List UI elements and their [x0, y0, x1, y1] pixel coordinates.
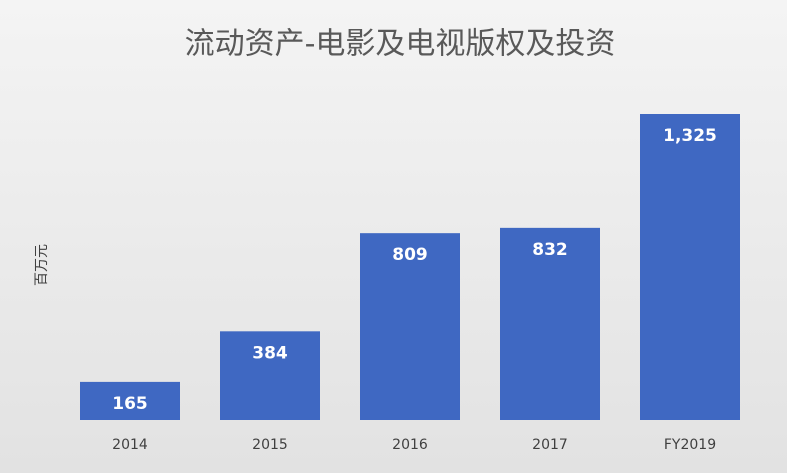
data-label: 809: [392, 245, 428, 265]
bar: [500, 227, 600, 420]
x-tick-label: 2016: [392, 437, 428, 453]
chart-title: 流动资产-电影及电视版权及投资: [185, 27, 616, 62]
data-label: 165: [112, 394, 148, 414]
data-label: 1,325: [663, 126, 717, 146]
x-tick-label: 2015: [252, 437, 288, 453]
bar: [220, 331, 320, 420]
data-label: 832: [532, 240, 568, 260]
x-tick-label: 2014: [112, 437, 148, 453]
y-axis-label: 百万元: [34, 244, 50, 286]
bar: [80, 381, 180, 420]
bar: [360, 233, 460, 420]
data-label: 384: [252, 343, 288, 363]
x-tick-label: 2017: [532, 437, 568, 453]
bar: [640, 114, 740, 420]
x-tick-label: FY2019: [664, 437, 716, 453]
